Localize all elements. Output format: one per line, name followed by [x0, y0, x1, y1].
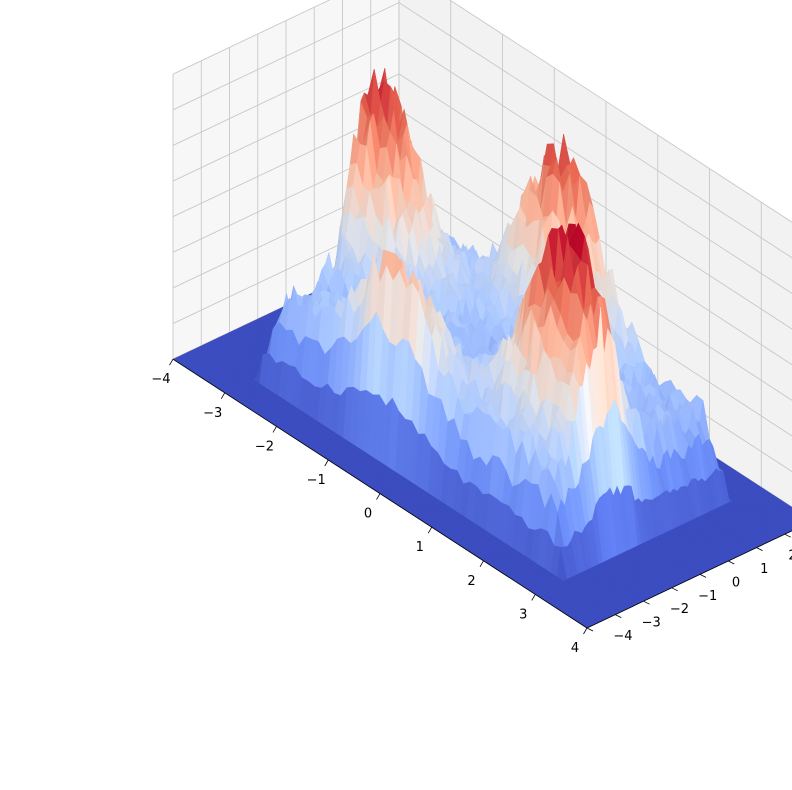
- y-tick-mark: [756, 547, 763, 551]
- x-tick-label: 3: [519, 607, 527, 622]
- x-tick-mark: [427, 526, 433, 534]
- x-tick-label: −3: [203, 406, 222, 421]
- y-tick-mark: [784, 533, 791, 538]
- x-tick-mark: [376, 493, 381, 500]
- x-tick-mark: [479, 560, 484, 568]
- grid-line: [172, 73, 400, 182]
- x-tick-label: 1: [416, 540, 424, 555]
- y-tick-mark: [671, 587, 678, 592]
- y-tick-label: 1: [760, 562, 768, 577]
- y-tick-mark: [728, 560, 735, 565]
- x-tick-mark: [272, 426, 277, 433]
- x-tick-mark: [583, 627, 588, 635]
- y-tick-label: 0: [732, 575, 740, 590]
- grid-line: [398, 73, 792, 330]
- x-tick-label: 2: [467, 574, 475, 589]
- grid-line: [398, 109, 792, 366]
- x-tick-label: 4: [571, 641, 579, 656]
- grid-line: [172, 37, 400, 146]
- surface-patch: [788, 523, 792, 528]
- x-tick-label: 0: [364, 507, 372, 522]
- grid-line: [172, 2, 400, 111]
- grid-line: [398, 37, 792, 294]
- x-tick-mark: [324, 459, 329, 467]
- x-tick-label: −4: [151, 372, 170, 387]
- x-tick-mark: [220, 392, 226, 400]
- x-tick-label: −1: [307, 473, 326, 488]
- y-tick-mark: [615, 614, 622, 618]
- y-tick-label: −3: [642, 616, 661, 631]
- y-tick-label: −4: [613, 629, 632, 644]
- y-tick-mark: [643, 600, 650, 605]
- grid-line: [172, 0, 331, 75]
- y-tick-mark: [699, 574, 707, 578]
- grid-line: [398, 2, 792, 259]
- y-tick-mark: [586, 627, 594, 632]
- surface-mesh: [172, 68, 792, 629]
- y-tick-label: −2: [670, 602, 689, 617]
- x-tick-mark: [531, 594, 536, 601]
- y-tick-label: 2: [788, 549, 792, 564]
- grid-line: [448, 0, 792, 223]
- x-tick-label: −2: [255, 439, 274, 454]
- x-tick-mark: [169, 358, 174, 366]
- y-tick-label: −1: [698, 589, 717, 604]
